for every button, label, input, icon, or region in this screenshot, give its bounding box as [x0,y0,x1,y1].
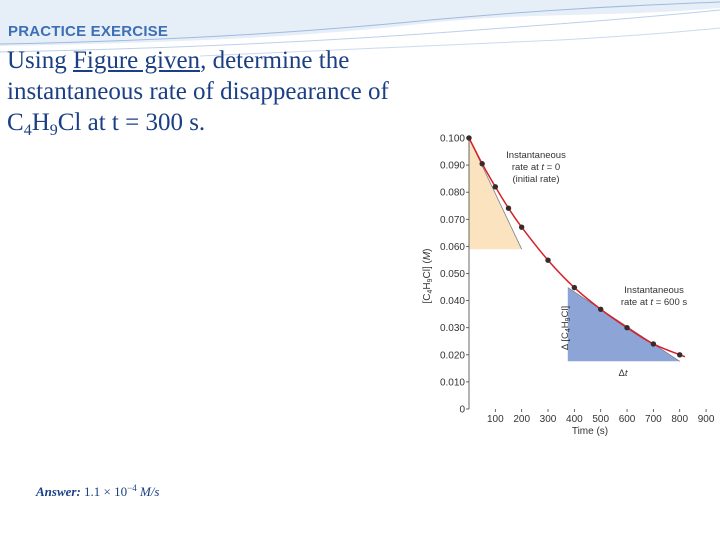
data-point [518,224,525,230]
svg-text:rate at t = 0: rate at t = 0 [512,162,560,173]
data-point [650,341,657,347]
data-point [677,352,683,358]
figure-link[interactable]: Figure given [72,47,201,74]
svg-text:rate at t = 600 s: rate at t = 600 s [621,297,688,308]
exercise-heading: PRACTICE EXERCISE [8,23,169,40]
answer-unit: M/s [139,484,160,499]
data-point [492,184,499,190]
answer-text: Answer: 1.1 × 10−4 M/s [36,484,159,500]
x-tick-label: 400 [566,414,583,425]
data-point [479,161,485,167]
annotation-rate-600s: Instantaneous rate at t = 600 s [621,285,688,308]
x-tick-label: 600 [619,414,636,425]
y-tick-label: 0 [459,405,465,416]
annotation-initial-rate: Instantaneous rate at t = 0 (initial rat… [506,150,566,185]
delta-t-label: Δt [619,368,628,379]
data-point [545,257,551,263]
data-point [598,306,604,312]
concentration-time-chart: 0 0.010 0.020 0.030 0.040 0.050 0.060 0.070 0.08… [418,128,720,440]
svg-text:Instantaneous: Instantaneous [506,150,566,161]
answer-label: Answer: [36,484,81,499]
y-tick-label: 0.060 [440,242,465,253]
header-swoosh-decoration [0,0,720,57]
x-tick-label: 100 [487,414,504,425]
question-text: Using Figure given, determine the instan… [7,47,389,139]
x-tick-label: 200 [513,414,530,425]
y-tick-label: 0.030 [440,323,465,334]
x-tick-label: 300 [540,414,557,425]
y-tick-label: 0.050 [440,269,465,280]
y-tick-label: 0.070 [440,215,465,226]
data-point [505,205,512,211]
y-tick-label: 0.080 [440,188,465,199]
y-tick-label: 0.020 [440,350,465,361]
delta-concentration-label: Δ [C4H9Cl] [560,306,572,350]
x-tick-label: 700 [645,414,662,425]
y-axis-label: [C4H9Cl] (M) [422,248,434,303]
data-point [571,284,578,291]
y-tick-label: 0.010 [440,377,465,388]
y-tick-label: 0.040 [440,296,465,307]
answer-exponent: −4 [127,483,137,493]
x-tick-label: 800 [671,414,688,425]
svg-text:Instantaneous: Instantaneous [624,285,684,296]
tangent-line-600s [567,287,680,362]
y-tick-label: 0.100 [440,134,465,145]
y-tick-label: 0.090 [440,161,465,172]
x-axis-label: Time (s) [572,426,608,437]
data-point [624,325,630,331]
x-tick-label: 900 [698,414,715,425]
x-tick-label: 500 [592,414,609,425]
svg-text:(initial rate): (initial rate) [513,174,560,185]
answer-value: 1.1 × 10 [84,484,128,499]
